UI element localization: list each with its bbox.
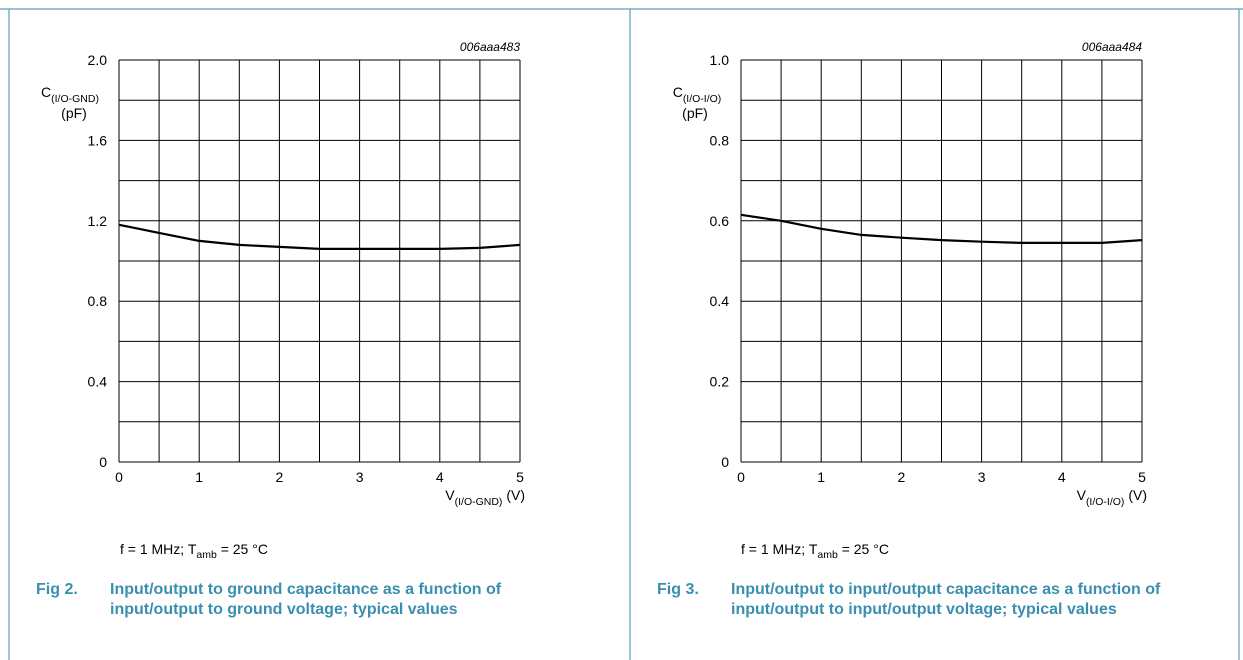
test-conditions-suffix: = 25 °C: [837, 541, 889, 557]
x-tick-label: 1: [817, 469, 825, 485]
figure-caption-text: Input/output to input/output capacitance…: [731, 581, 1161, 618]
figure-2-panel: 0 0.4 0.8 1.2 1.6 2.0 0 1 2 3 4 5 006aaa483 C(I/O-G…: [0, 0, 621, 660]
x-axis-label-subscript: (I/O-I/O): [1086, 496, 1125, 508]
y-tick-label: 0: [721, 454, 729, 470]
x-tick-label: 4: [1058, 469, 1066, 485]
y-axis-unit: (pF): [61, 105, 87, 121]
x-axis-label-main: V: [445, 487, 455, 503]
x-tick-label: 2: [276, 469, 284, 485]
test-conditions: f = 1 MHz; Tamb = 25 °C: [741, 541, 889, 561]
x-axis-label: V(I/O-I/O) (V): [1077, 487, 1147, 508]
y-tick-label: 0.8: [710, 132, 730, 148]
y-tick-label: 0.6: [710, 213, 730, 229]
test-conditions: f = 1 MHz; Tamb = 25 °C: [120, 541, 268, 561]
y-axis-label-subscript: (I/O-I/O): [683, 93, 722, 105]
y-tick-label: 1.2: [88, 213, 108, 229]
x-tick-label: 0: [115, 469, 123, 485]
x-axis-unit: (V): [506, 487, 525, 503]
y-axis-unit: (pF): [682, 105, 708, 121]
test-conditions-prefix: f = 1 MHz; T: [120, 541, 197, 557]
figure-3-chart: 00.20.40.60.81.00 1 2 3 4 5 006aaa484 C(I/O-I…: [673, 40, 1147, 508]
x-tick-label: 5: [1138, 469, 1146, 485]
x-tick-label: 2: [898, 469, 906, 485]
figure-number: Fig 2.: [36, 581, 78, 598]
y-tick-label: 1.0: [710, 52, 730, 68]
figure-code: 006aaa483: [460, 40, 520, 54]
figure-number: Fig 3.: [657, 581, 699, 598]
y-tick-label: 0.8: [88, 293, 108, 309]
y-tick-label: 0.4: [88, 374, 108, 390]
test-conditions-prefix: f = 1 MHz; T: [741, 541, 818, 557]
y-axis-label-subscript: (I/O-GND): [51, 93, 99, 105]
x-axis-label-main: V: [1077, 487, 1087, 503]
y-axis-label-main: C: [41, 84, 51, 100]
x-tick-label: 5: [516, 469, 524, 485]
x-tick-label: 4: [436, 469, 444, 485]
y-tick-label: 0.4: [710, 293, 730, 309]
y-axis-label: C(I/O-I/O): [673, 84, 722, 105]
figure-caption-text: Input/output to ground capacitance as a …: [110, 581, 502, 618]
y-tick-label: 0.2: [710, 374, 730, 390]
x-axis-label-subscript: (I/O-GND): [455, 496, 503, 508]
y-tick-label: 2.0: [88, 52, 108, 68]
test-conditions-subscript: amb: [196, 548, 217, 561]
capacitance-curve: [118, 223, 521, 250]
x-axis-unit: (V): [1128, 487, 1147, 503]
x-tick-label: 1: [195, 469, 203, 485]
test-conditions-suffix: = 25 °C: [216, 541, 268, 557]
y-axis-label: C(I/O-GND): [41, 84, 99, 105]
x-axis-label: V(I/O-GND) (V): [445, 487, 525, 508]
y-tick-label: 1.6: [88, 132, 108, 148]
test-conditions-subscript: amb: [817, 548, 838, 561]
figure-3-panel: 0 0.2 0.4 0.6 0.8 1.0 0 1 2 3 4 5 006aaa484 C(I/O-I…: [621, 0, 1242, 660]
y-axis-label-main: C: [673, 84, 683, 100]
figure-2-chart: 00.40.81.21.62.00 1 2 3 4 5 006aaa483 C(I/O-G…: [41, 40, 525, 508]
figure-code: 006aaa484: [1082, 40, 1142, 54]
x-tick-label: 3: [978, 469, 986, 485]
x-tick-label: 0: [737, 469, 745, 485]
capacitance-curve: [740, 213, 1143, 244]
y-tick-label: 0: [99, 454, 107, 470]
x-tick-label: 3: [356, 469, 364, 485]
